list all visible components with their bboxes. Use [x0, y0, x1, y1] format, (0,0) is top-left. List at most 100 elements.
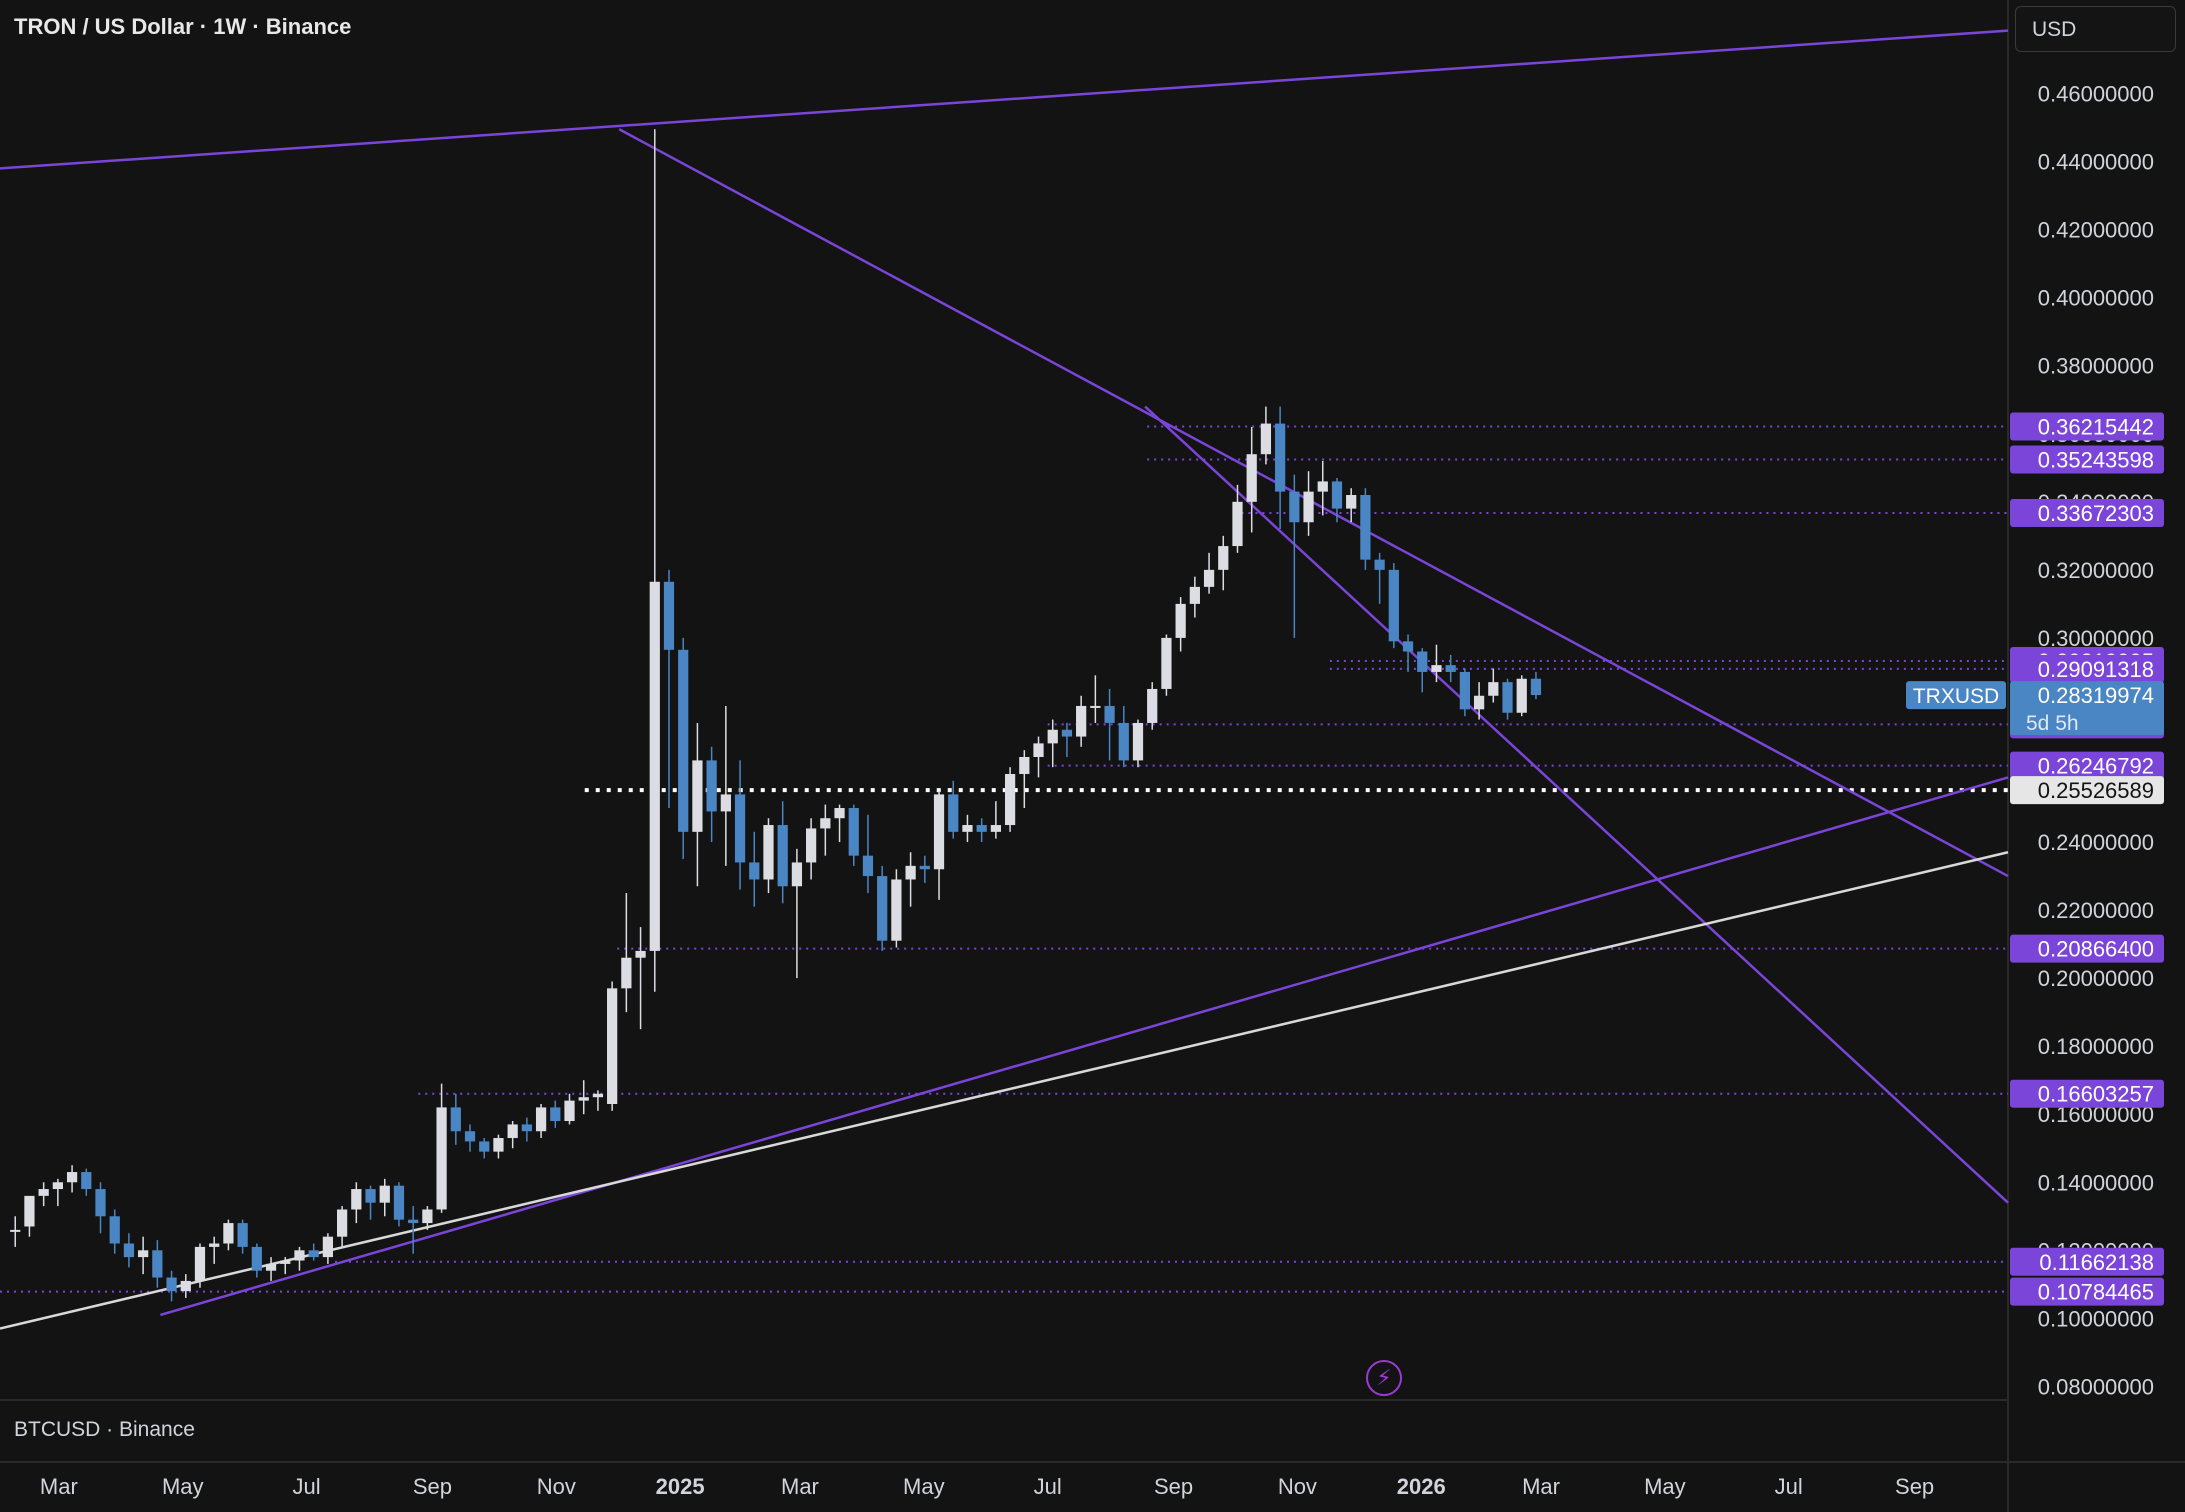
- candle-body: [336, 1209, 348, 1237]
- candle: [820, 804, 831, 856]
- candle: [1232, 484, 1243, 553]
- candle-body: [180, 1280, 191, 1292]
- price-level-badge: [2010, 1277, 2164, 1306]
- candle-body: [1417, 651, 1428, 672]
- candle-body: [663, 581, 675, 650]
- candle-body: [1516, 678, 1527, 713]
- candle: [209, 1236, 220, 1264]
- candle-body: [564, 1100, 575, 1122]
- candle-body: [223, 1223, 234, 1244]
- candle-body: [1132, 722, 1144, 761]
- candle: [1118, 705, 1129, 768]
- candle: [948, 780, 959, 839]
- candle: [95, 1182, 106, 1234]
- candle: [1076, 695, 1087, 747]
- price-level-badge: [2010, 498, 2164, 527]
- candle: [1317, 460, 1328, 516]
- candle-body: [1275, 423, 1286, 492]
- candle: [862, 814, 874, 894]
- candle: [621, 893, 632, 1013]
- chart-title: TRON / US Dollar · 1W · Binance: [14, 14, 352, 39]
- candle: [52, 1178, 63, 1207]
- current-price-label: 0.28319974: [2038, 683, 2154, 708]
- price-level-badge: [2010, 412, 2164, 441]
- candle: [1374, 552, 1385, 604]
- candle: [308, 1243, 319, 1261]
- candle-body: [848, 808, 859, 856]
- candle: [109, 1209, 120, 1254]
- x-tick-label: Nov: [537, 1474, 576, 1499]
- candle-body: [550, 1107, 561, 1122]
- candle-body: [1147, 688, 1158, 723]
- candle: [81, 1168, 92, 1196]
- candle-body: [1189, 586, 1200, 604]
- candle-body: [450, 1107, 461, 1132]
- candle: [1331, 478, 1343, 523]
- price-level-badge: [2010, 654, 2164, 683]
- candle-body: [692, 760, 703, 832]
- candle: [251, 1243, 262, 1278]
- candle-body: [806, 828, 817, 863]
- x-tick-label: May: [903, 1474, 945, 1499]
- x-tick-label: Sep: [1895, 1474, 1934, 1499]
- candle-body: [1317, 481, 1328, 492]
- candle: [450, 1093, 461, 1145]
- sub-pane-label: BTCUSD · Binance: [14, 1418, 195, 1441]
- candle: [1189, 576, 1200, 618]
- candle-body: [1260, 423, 1272, 455]
- candle: [223, 1219, 234, 1251]
- candle: [38, 1182, 49, 1207]
- candle-body: [635, 950, 646, 958]
- candle: [1161, 634, 1172, 696]
- candle-body: [1232, 501, 1243, 547]
- candle-body: [464, 1131, 476, 1142]
- candle-body: [365, 1189, 376, 1203]
- flash-icon[interactable]: ⚡: [1366, 1360, 1402, 1396]
- candle-body: [52, 1182, 63, 1190]
- candle: [123, 1233, 135, 1268]
- candle: [1488, 668, 1499, 703]
- candle-body: [1019, 756, 1030, 774]
- price-level-badge: [2010, 445, 2164, 474]
- candle-body: [322, 1236, 334, 1258]
- candle: [1431, 644, 1442, 683]
- candle-body: [834, 808, 845, 819]
- candle-body: [308, 1250, 319, 1258]
- candles: [10, 129, 1542, 1302]
- candle-body: [1473, 695, 1485, 710]
- candle: [479, 1138, 490, 1159]
- candle: [635, 927, 646, 1030]
- x-tick-label: Mar: [40, 1474, 78, 1499]
- y-tick-label: 0.24000000: [2038, 830, 2154, 855]
- candle: [1502, 678, 1513, 720]
- x-tick-label: Jul: [1775, 1474, 1803, 1499]
- candle-body: [1203, 569, 1215, 587]
- candle: [1388, 563, 1399, 649]
- candle: [1402, 634, 1414, 672]
- candle: [933, 791, 945, 900]
- currency-button[interactable]: USD: [2015, 6, 2176, 52]
- candle-body: [123, 1243, 135, 1258]
- candle: [535, 1104, 547, 1139]
- trendline: [0, 29, 2009, 170]
- y-tick-label: 0.46000000: [2038, 82, 2154, 107]
- candle-body: [1488, 682, 1499, 696]
- candle-body: [990, 825, 1001, 832]
- candle: [521, 1117, 532, 1142]
- x-tick-label: May: [1644, 1474, 1686, 1499]
- candle: [294, 1246, 305, 1271]
- x-tick-label: Jul: [1034, 1474, 1062, 1499]
- price-levels: [0, 425, 2008, 1293]
- candle-body: [535, 1107, 547, 1132]
- current-price-badge: [2010, 681, 2164, 736]
- candle-body: [962, 825, 973, 832]
- candle: [1104, 688, 1115, 761]
- candle: [1033, 736, 1044, 778]
- candle-body: [891, 879, 902, 941]
- y-tick-label: 0.14000000: [2038, 1170, 2154, 1195]
- candle: [422, 1206, 433, 1230]
- candle: [166, 1270, 177, 1302]
- price-level-badge: [2010, 1247, 2164, 1276]
- candle-body: [194, 1246, 206, 1281]
